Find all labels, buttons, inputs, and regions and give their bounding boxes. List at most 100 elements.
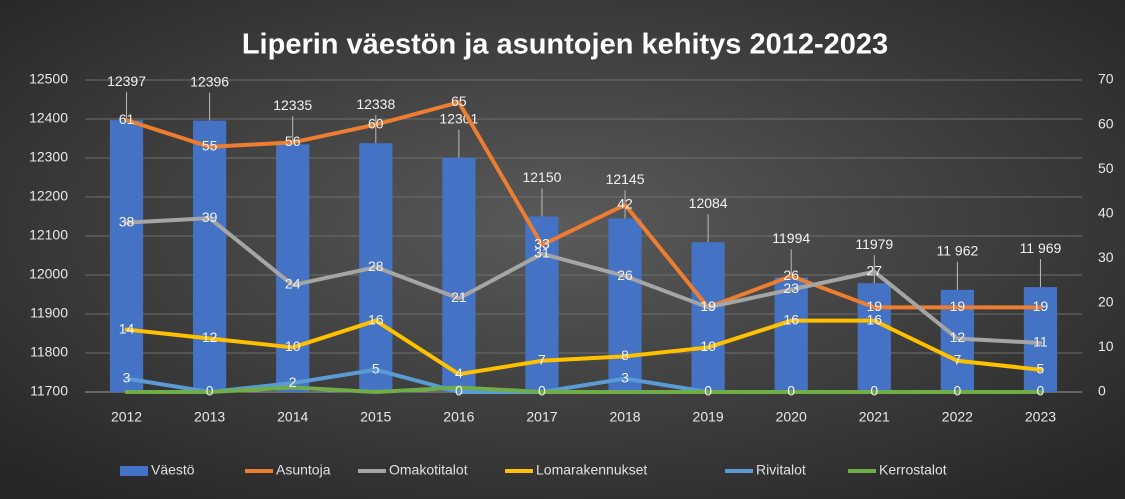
line-value-label: 19 — [700, 298, 716, 314]
y2-tick-label: 20 — [1098, 294, 1114, 310]
line-value-label: 0 — [538, 383, 546, 399]
y2-tick-label: 30 — [1098, 249, 1114, 265]
line-value-label: 0 — [787, 383, 795, 399]
line-series — [124, 100, 1043, 310]
x-tick-label: 2017 — [526, 409, 557, 425]
line-value-label: 10 — [700, 338, 716, 354]
y2-tick-label: 10 — [1098, 338, 1114, 354]
line-series — [124, 318, 1043, 377]
bar — [442, 157, 476, 392]
line-value-label: 39 — [202, 209, 218, 225]
x-tick-label: 2018 — [609, 409, 640, 425]
line-value-label: 27 — [867, 262, 883, 278]
line-value-label: 12 — [950, 329, 966, 345]
x-tick-label: 2013 — [194, 409, 225, 425]
bar-value-label: 12145 — [606, 171, 645, 187]
y-tick-label: 11900 — [30, 305, 68, 321]
bar-value-label: 12338 — [356, 96, 395, 112]
line-value-label: 11 — [1033, 334, 1048, 350]
line-value-label: 19 — [1033, 298, 1049, 314]
y-tick-label: 12300 — [29, 149, 68, 165]
chart-title: Liperin väestön ja asuntojen kehitys 201… — [242, 29, 888, 61]
bar-value-label: 12397 — [107, 73, 146, 89]
legend-label: Kerrostalot — [879, 462, 947, 478]
line-value-label: 3 — [123, 369, 131, 385]
line-value-label: 8 — [621, 347, 629, 363]
y-tick-label: 12200 — [29, 188, 68, 204]
bar-value-label: 11 962 — [936, 243, 978, 259]
bar — [1023, 287, 1058, 392]
line-value-label: 61 — [119, 111, 135, 127]
x-tick-label: 2015 — [360, 409, 391, 425]
x-tick-label: 2022 — [942, 409, 973, 425]
x-tick-label: 2019 — [693, 409, 724, 425]
line-value-label: 5 — [372, 360, 380, 376]
bar-value-label: 11994 — [772, 230, 810, 246]
line-value-label: 0 — [704, 383, 712, 399]
y-tick-label: 12000 — [29, 266, 68, 282]
line-value-label: 16 — [783, 311, 799, 327]
x-tick-label: 2012 — [111, 409, 142, 425]
bar-value-label: 12396 — [190, 73, 229, 89]
bar — [691, 242, 725, 392]
bar — [608, 218, 642, 392]
line-value-label: 7 — [953, 352, 961, 368]
line-value-label: 3 — [621, 369, 629, 385]
line-value-label: 38 — [119, 213, 135, 229]
y2-tick-label: 50 — [1098, 160, 1114, 176]
line-value-label: 26 — [783, 267, 799, 283]
line-value-label: 19 — [700, 298, 716, 314]
y2-tick-label: 0 — [1098, 383, 1106, 399]
line-value-label: 0 — [206, 383, 214, 399]
line-value-label: 19 — [867, 298, 883, 314]
bar-value-label: 11979 — [855, 236, 893, 252]
y2-tick-label: 40 — [1098, 204, 1114, 220]
bar — [193, 120, 227, 392]
line-value-label: 16 — [368, 311, 384, 327]
bar-value-label: 12084 — [689, 195, 728, 211]
x-tick-label: 2020 — [776, 409, 807, 425]
line-series — [124, 385, 1043, 394]
line-value-label: 65 — [451, 93, 467, 109]
bar — [774, 277, 808, 392]
line-value-label: 0 — [953, 383, 961, 399]
line-value-label: 28 — [368, 258, 384, 274]
line-value-label: 56 — [285, 133, 301, 149]
line-value-label: 33 — [534, 236, 550, 252]
bar-value-label: 11 969 — [1020, 240, 1062, 256]
line-value-label: 0 — [1037, 383, 1045, 399]
bar — [276, 144, 310, 392]
line-value-label: 23 — [783, 280, 799, 296]
bar — [109, 120, 144, 393]
line-value-label: 26 — [617, 267, 633, 283]
y-tick-label: 12400 — [29, 110, 68, 126]
legend-swatch — [120, 466, 148, 476]
y2-tick-label: 70 — [1098, 71, 1114, 87]
line-value-label: 7 — [538, 352, 546, 368]
line-value-label: 12 — [202, 329, 218, 345]
y2-tick-label: 60 — [1098, 115, 1114, 131]
line-value-label: 24 — [285, 276, 301, 292]
x-tick-label: 2023 — [1025, 409, 1056, 425]
legend-label: Asuntoja — [276, 462, 331, 478]
line-value-label: 60 — [368, 115, 384, 131]
line-value-label: 16 — [867, 311, 883, 327]
y-tick-label: 11700 — [30, 383, 68, 399]
line-series — [124, 216, 1043, 345]
line-value-label: 42 — [617, 196, 633, 212]
x-tick-label: 2016 — [443, 409, 474, 425]
x-tick-label: 2021 — [859, 409, 890, 425]
line-value-label: 10 — [285, 338, 301, 354]
line-value-label: 31 — [534, 245, 550, 261]
line-value-label: 0 — [455, 383, 463, 399]
line-value-label: 4 — [455, 365, 463, 381]
bar-value-label: 12150 — [522, 169, 561, 185]
bar-value-label: 12335 — [273, 97, 312, 113]
legend-label: Väestö — [151, 462, 195, 478]
line-value-label: 55 — [202, 138, 218, 154]
legend-label: Lomarakennukset — [536, 462, 647, 478]
y-tick-label: 12100 — [29, 227, 68, 243]
